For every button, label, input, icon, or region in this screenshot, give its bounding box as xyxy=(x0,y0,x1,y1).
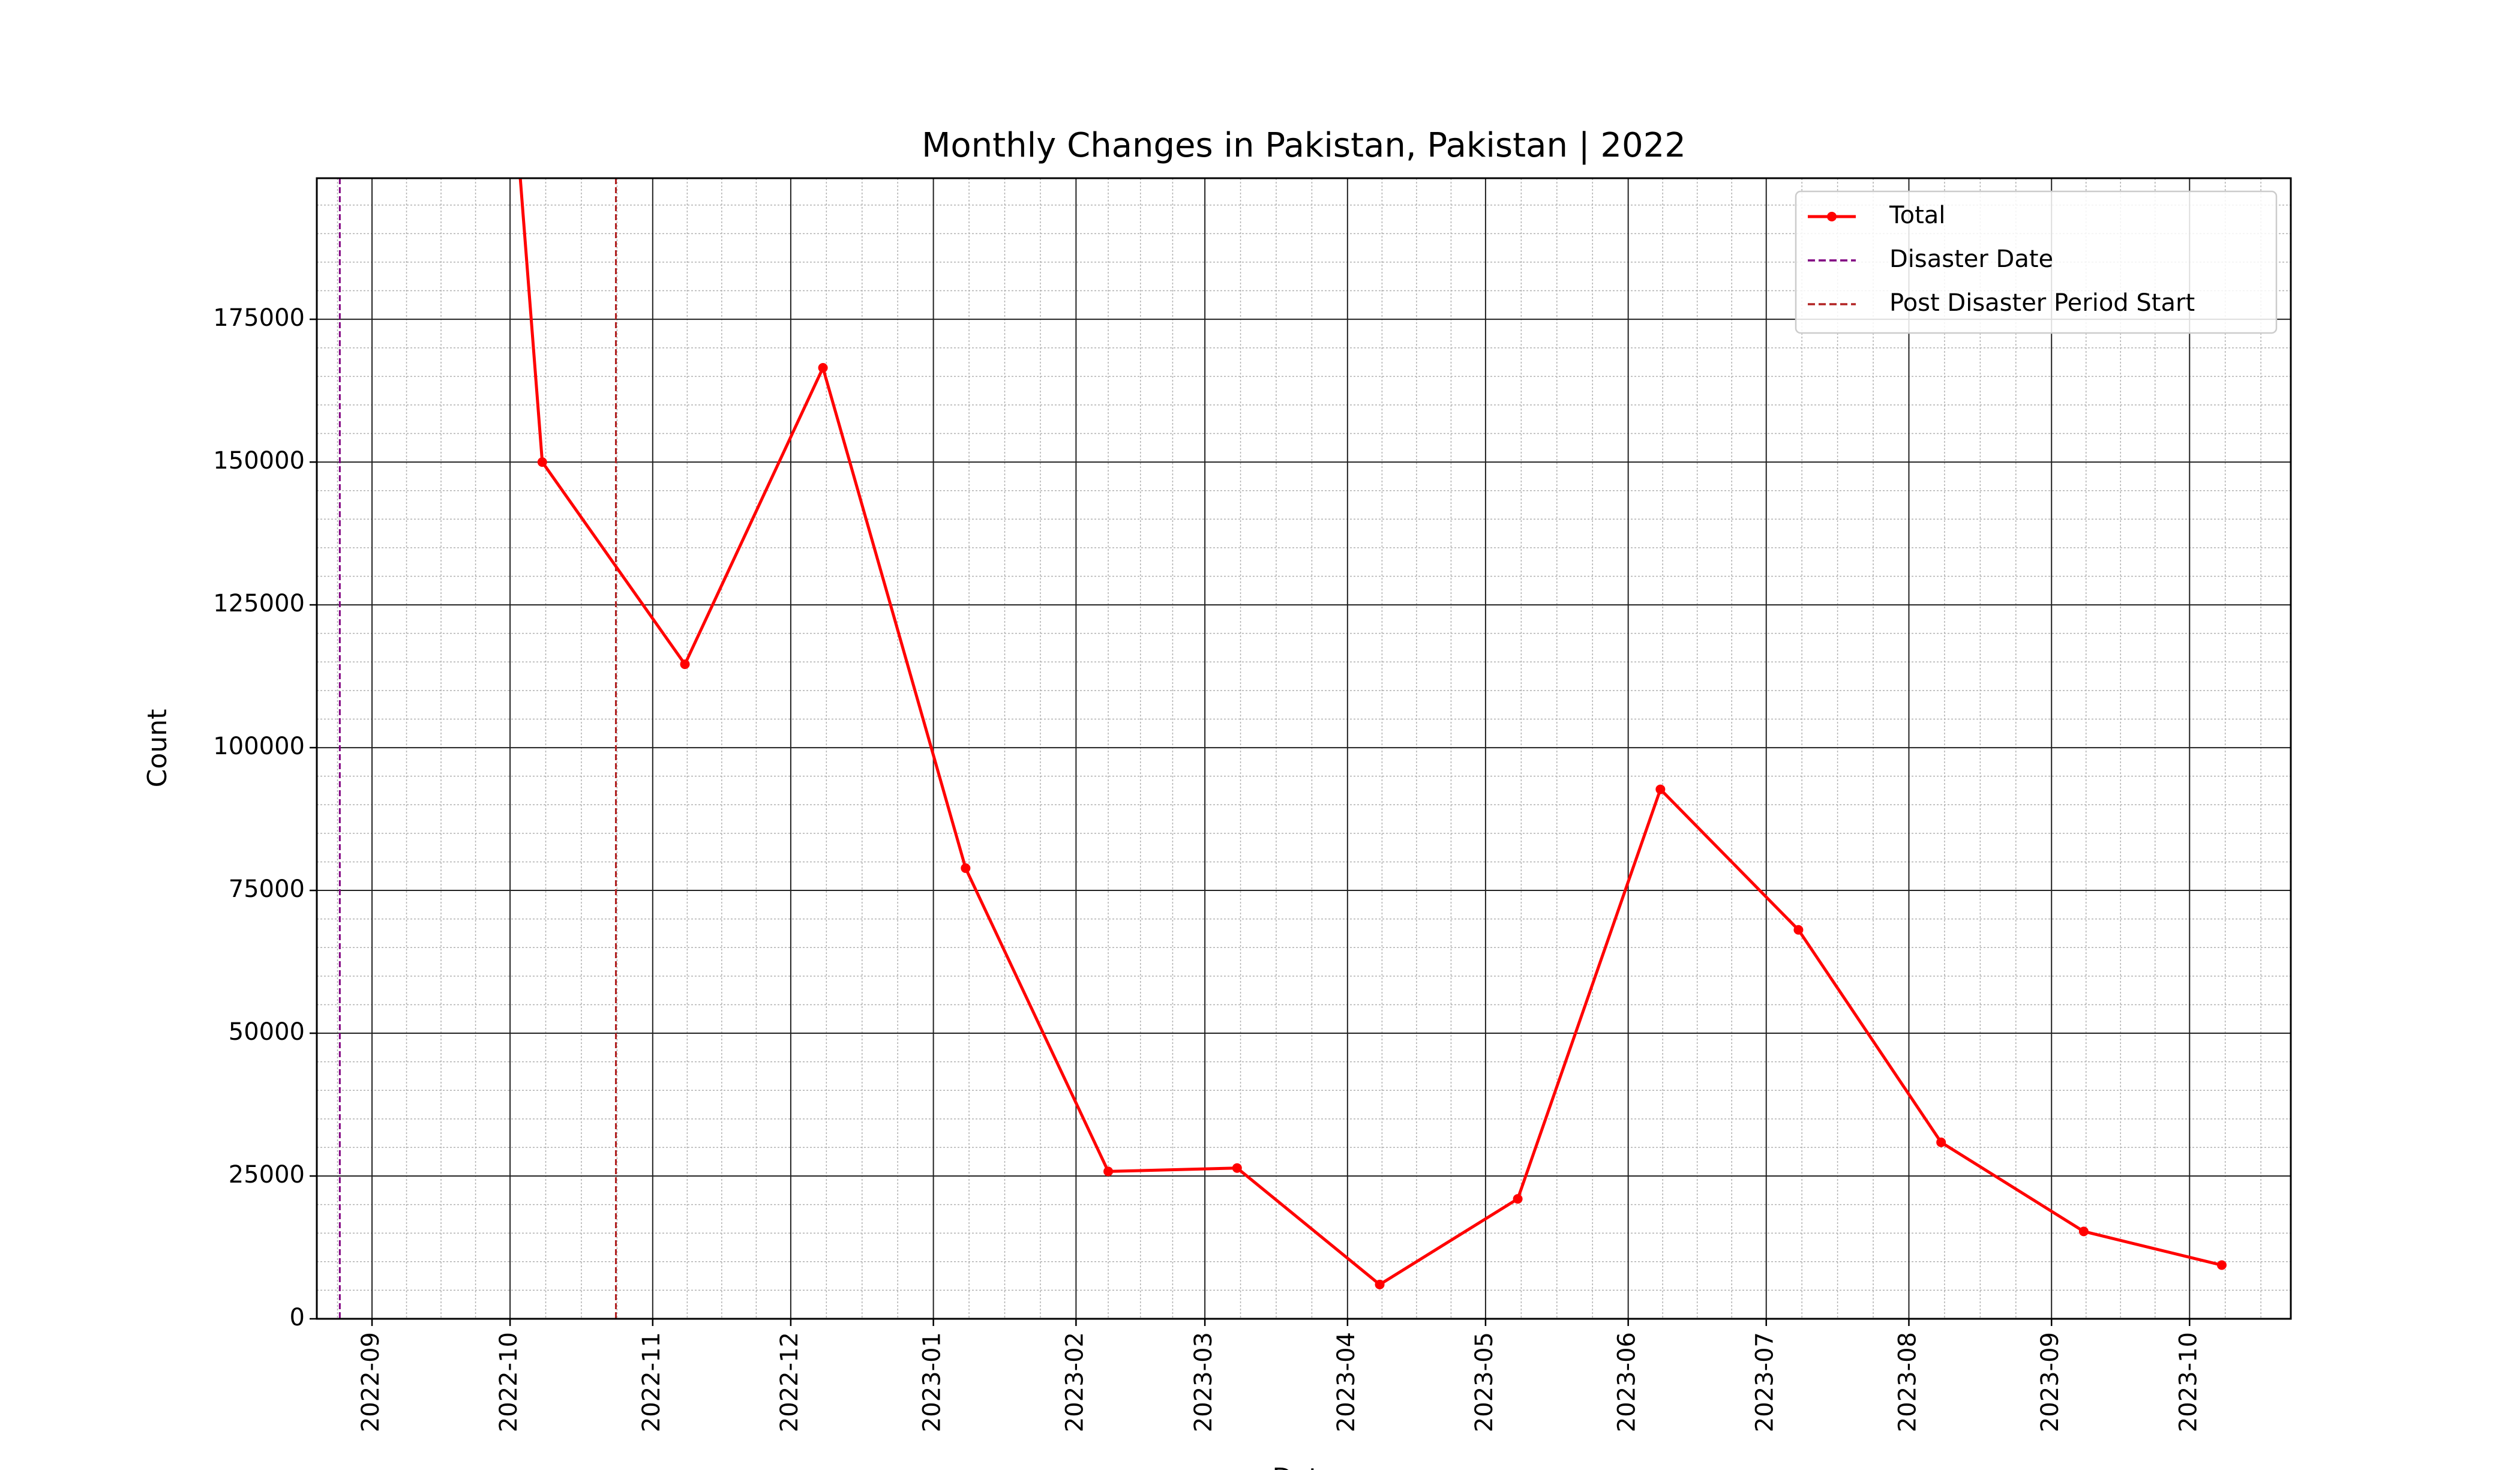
data-point xyxy=(1375,1279,1385,1289)
data-point xyxy=(1936,1137,1946,1147)
legend-label: Post Disaster Period Start xyxy=(1889,289,2195,317)
y-tick-label: 25000 xyxy=(229,1161,305,1189)
data-point xyxy=(1232,1163,1242,1173)
data-line xyxy=(518,178,2222,1286)
x-tick-label: 2023-03 xyxy=(1190,1332,1217,1432)
x-tick-label: 2022-12 xyxy=(776,1332,803,1432)
grid xyxy=(317,178,2291,1319)
x-tick-label: 2023-07 xyxy=(1751,1332,1779,1432)
data-point xyxy=(537,457,547,467)
x-tick-label: 2023-06 xyxy=(1613,1332,1641,1432)
data-point xyxy=(818,363,828,373)
x-axis-label: Date xyxy=(1272,1463,1335,1470)
x-tick-label: 2023-09 xyxy=(2036,1332,2064,1432)
x-tick-label: 2023-08 xyxy=(1894,1332,1921,1432)
legend-label: Total xyxy=(1889,202,1945,229)
x-tick-label: 2023-05 xyxy=(1471,1332,1498,1432)
y-tick-label: 0 xyxy=(290,1304,305,1331)
x-tick-label: 2023-01 xyxy=(919,1332,946,1432)
chart-title: Monthly Changes in Pakistan, Pakistan | … xyxy=(922,126,1686,165)
data-point xyxy=(680,659,690,670)
x-tick-label: 2023-02 xyxy=(1061,1332,1088,1432)
x-tick-label: 2023-10 xyxy=(2174,1332,2202,1432)
data-point xyxy=(1655,784,1666,794)
legend: Total Disaster Date Post Disaster Period S… xyxy=(1795,190,2278,334)
y-tick-label: 150000 xyxy=(213,447,305,475)
data-point xyxy=(961,863,971,873)
data-point xyxy=(1103,1166,1114,1177)
y-tick-label: 175000 xyxy=(213,304,305,332)
y-tick-label: 125000 xyxy=(213,590,305,617)
plot-area xyxy=(518,178,2227,1289)
y-tick-label: 50000 xyxy=(229,1018,305,1046)
legend-marker xyxy=(1827,212,1837,221)
y-tick-label: 75000 xyxy=(229,875,305,903)
x-tick-label: 2022-09 xyxy=(357,1332,385,1432)
plot-frame xyxy=(316,177,2292,1320)
data-point xyxy=(1793,925,1804,935)
data-point xyxy=(1513,1194,1523,1204)
x-tick-label: 2023-04 xyxy=(1333,1332,1360,1432)
y-axis-label: Count xyxy=(142,709,173,788)
legend-box xyxy=(1795,190,2278,334)
data-point xyxy=(2216,1260,2227,1270)
legend-label: Disaster Date xyxy=(1889,245,2053,273)
x-tick-label: 2022-10 xyxy=(495,1332,523,1432)
x-tick-label: 2022-11 xyxy=(638,1332,665,1432)
data-point xyxy=(2078,1226,2089,1237)
y-tick-label: 100000 xyxy=(213,733,305,760)
